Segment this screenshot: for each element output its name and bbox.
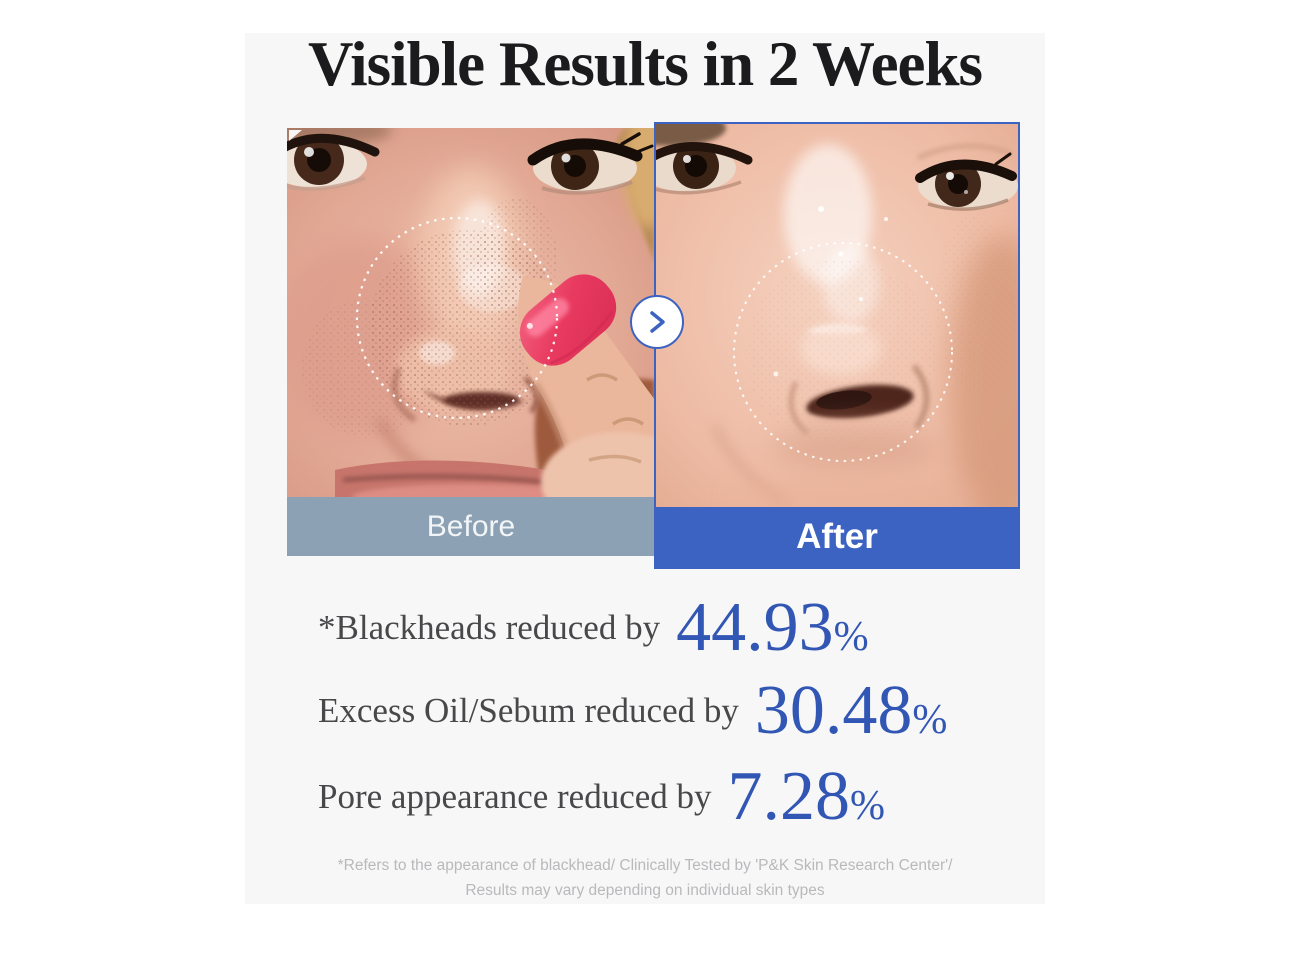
after-photo-panel: After bbox=[654, 122, 1020, 569]
page-title: Visible Results in 2 Weeks bbox=[307, 29, 983, 99]
disclaimer-line-2: Results may vary depending on individual… bbox=[465, 882, 825, 899]
percent-sign: % bbox=[912, 697, 948, 743]
before-photo bbox=[287, 128, 655, 497]
before-blackhead-texture bbox=[302, 198, 565, 438]
after-left-eye bbox=[656, 124, 753, 195]
disclaimer-footnote: *Refers to the appearance of blackhead/ … bbox=[245, 853, 1045, 903]
disclaimer-line-1: *Refers to the appearance of blackhead/ … bbox=[337, 857, 953, 874]
before-knuckle bbox=[541, 432, 655, 497]
after-dotted-focus-circle bbox=[733, 242, 953, 462]
stat-label: *Blackheads reduced by bbox=[318, 608, 661, 647]
percent-sign: % bbox=[850, 783, 886, 829]
stat-label: Excess Oil/Sebum reduced by bbox=[318, 691, 739, 730]
stat-label: Pore appearance reduced by bbox=[318, 777, 712, 816]
stat-value: 7.28% bbox=[727, 758, 886, 835]
stat-value: 30.48% bbox=[754, 672, 948, 749]
before-left-eye bbox=[287, 128, 392, 191]
stat-row-blackheads: *Blackheads reduced by 44.93% bbox=[318, 586, 869, 670]
before-photo-panel: Before bbox=[287, 128, 655, 556]
stat-row-pores: Pore appearance reduced by 7.28% bbox=[318, 755, 885, 839]
before-label: Before bbox=[287, 497, 655, 556]
after-right-eye bbox=[915, 143, 1018, 211]
after-nose bbox=[710, 364, 976, 507]
after-photo bbox=[656, 124, 1018, 507]
stat-value: 44.93% bbox=[676, 589, 869, 666]
before-right-eye bbox=[527, 132, 654, 195]
stat-row-sebum: Excess Oil/Sebum reduced by 30.48% bbox=[318, 669, 947, 753]
before-dotted-focus-circle bbox=[355, 216, 559, 420]
ad-content-panel: Visible Results in 2 Weeks bbox=[245, 29, 1045, 904]
before-red-nail bbox=[519, 274, 617, 366]
next-arrow-badge bbox=[630, 295, 684, 349]
chevron-right-icon bbox=[650, 311, 665, 333]
percent-sign: % bbox=[833, 614, 869, 660]
after-label: After bbox=[656, 507, 1018, 567]
before-corner-glyph bbox=[289, 130, 302, 141]
